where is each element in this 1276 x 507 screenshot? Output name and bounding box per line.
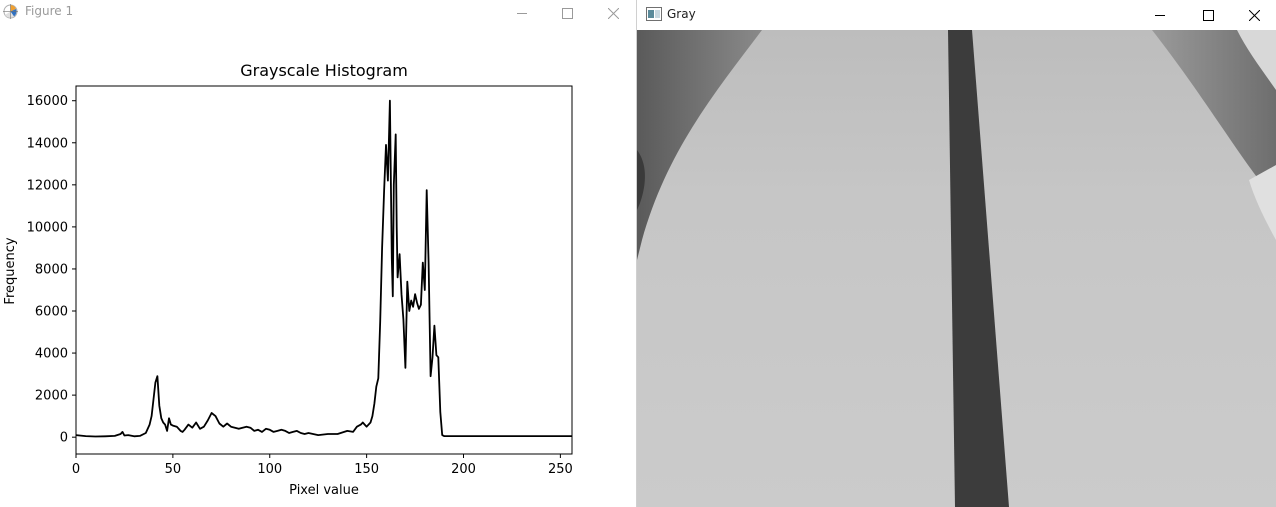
maximize-icon: [1202, 9, 1214, 21]
chart-title: Grayscale Histogram: [240, 61, 408, 80]
left-edge-shadow: [637, 150, 645, 210]
histogram-line: [75, 99, 572, 438]
gray-titlebar[interactable]: Gray: [637, 0, 1276, 30]
left-background-region: [637, 30, 762, 260]
x-axis-ticks: 0 50 100 150 200 250: [72, 454, 573, 477]
y-axis-label: Frequency: [3, 237, 18, 304]
figure-maximize-button[interactable]: [544, 0, 590, 26]
x-tick-label: 100: [257, 462, 282, 477]
minimize-icon: [1155, 15, 1165, 16]
gray-window: Gray: [636, 0, 1276, 507]
x-tick-label: 0: [72, 462, 80, 477]
x-tick-label: 50: [165, 462, 182, 477]
x-axis-label: Pixel value: [289, 483, 359, 498]
y-tick-label: 0: [60, 431, 68, 446]
figure-window: Figure 1 0 2000 4000 6000 8000 10000 12000 1400…: [0, 0, 636, 507]
y-tick-label: 8000: [35, 262, 68, 277]
minimize-icon: [517, 13, 527, 14]
figure-minimize-button[interactable]: [499, 0, 545, 26]
x-tick-label: 250: [548, 462, 573, 477]
close-icon: [607, 7, 619, 19]
right-object: [1237, 30, 1276, 90]
y-tick-label: 16000: [27, 94, 68, 109]
matplotlib-icon: [3, 4, 18, 19]
window-app-icon: [646, 7, 662, 21]
figure-close-button[interactable]: [590, 0, 636, 26]
histogram-plot: 0 2000 4000 6000 8000 10000 12000 14000 16000 0 5…: [3, 61, 573, 498]
close-icon: [1248, 9, 1260, 21]
x-tick-label: 150: [354, 462, 379, 477]
y-tick-label: 12000: [27, 178, 68, 193]
grayscale-camera-image: [637, 30, 1276, 507]
y-tick-label: 4000: [35, 347, 68, 362]
plot-frame: [75, 85, 573, 455]
y-tick-label: 6000: [35, 305, 68, 320]
y-tick-label: 2000: [35, 389, 68, 404]
lane-line: [948, 30, 1009, 507]
maximize-icon: [561, 7, 573, 19]
x-tick-label: 200: [451, 462, 476, 477]
y-tick-label: 10000: [27, 220, 68, 235]
right-edge-highlight: [1249, 165, 1276, 240]
y-axis-ticks: 0 2000 4000 6000 8000 10000 12000 14000 16000: [27, 94, 76, 446]
figure-window-title: Figure 1: [25, 4, 74, 18]
gray-close-button[interactable]: [1231, 0, 1276, 30]
gray-window-title: Gray: [667, 7, 696, 21]
gray-minimize-button[interactable]: [1137, 0, 1183, 30]
y-tick-label: 14000: [27, 136, 68, 151]
plot-area: [76, 86, 572, 454]
figure-titlebar[interactable]: Figure 1: [0, 0, 636, 26]
right-background-region: [1152, 30, 1276, 200]
gray-maximize-button[interactable]: [1185, 0, 1231, 30]
